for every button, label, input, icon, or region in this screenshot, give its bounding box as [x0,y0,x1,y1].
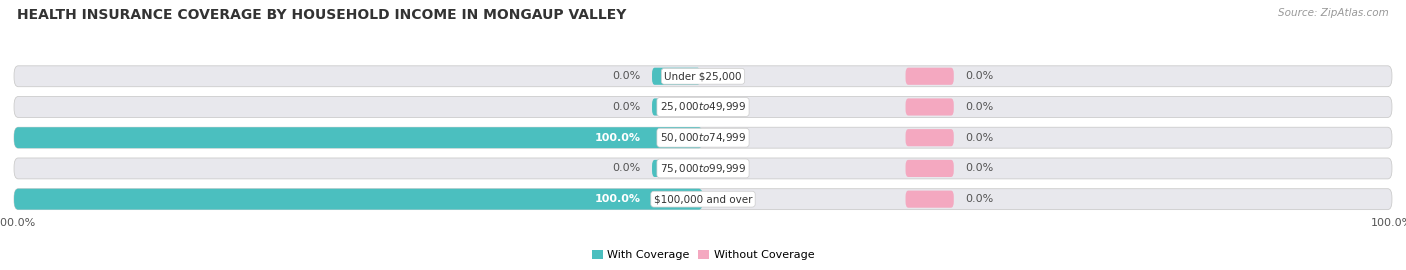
FancyBboxPatch shape [652,68,700,85]
FancyBboxPatch shape [652,160,700,177]
Text: 100.0%: 100.0% [1371,218,1406,228]
Text: 0.0%: 0.0% [965,102,993,112]
Text: $50,000 to $74,999: $50,000 to $74,999 [659,131,747,144]
FancyBboxPatch shape [14,66,1392,87]
FancyBboxPatch shape [905,160,953,177]
Text: 100.0%: 100.0% [0,218,35,228]
Legend: With Coverage, Without Coverage: With Coverage, Without Coverage [592,250,814,261]
Text: $100,000 and over: $100,000 and over [654,194,752,204]
FancyBboxPatch shape [652,98,700,116]
Text: $75,000 to $99,999: $75,000 to $99,999 [659,162,747,175]
Text: 0.0%: 0.0% [965,71,993,81]
Text: 0.0%: 0.0% [965,133,993,143]
FancyBboxPatch shape [14,127,1392,148]
Text: 0.0%: 0.0% [965,163,993,173]
Text: 0.0%: 0.0% [613,71,641,81]
Text: 0.0%: 0.0% [965,194,993,204]
FancyBboxPatch shape [905,98,953,116]
FancyBboxPatch shape [905,191,953,208]
FancyBboxPatch shape [14,97,1392,117]
Text: HEALTH INSURANCE COVERAGE BY HOUSEHOLD INCOME IN MONGAUP VALLEY: HEALTH INSURANCE COVERAGE BY HOUSEHOLD I… [17,8,626,22]
FancyBboxPatch shape [14,189,1392,210]
FancyBboxPatch shape [652,191,700,208]
FancyBboxPatch shape [14,127,703,148]
Text: 0.0%: 0.0% [613,163,641,173]
Text: 100.0%: 100.0% [595,133,641,143]
FancyBboxPatch shape [14,158,1392,179]
FancyBboxPatch shape [905,68,953,85]
Text: 100.0%: 100.0% [595,194,641,204]
Text: $25,000 to $49,999: $25,000 to $49,999 [659,100,747,113]
FancyBboxPatch shape [14,189,703,210]
FancyBboxPatch shape [905,129,953,146]
Text: Source: ZipAtlas.com: Source: ZipAtlas.com [1278,8,1389,18]
FancyBboxPatch shape [652,129,700,146]
Text: 0.0%: 0.0% [613,102,641,112]
Text: Under $25,000: Under $25,000 [664,71,742,81]
